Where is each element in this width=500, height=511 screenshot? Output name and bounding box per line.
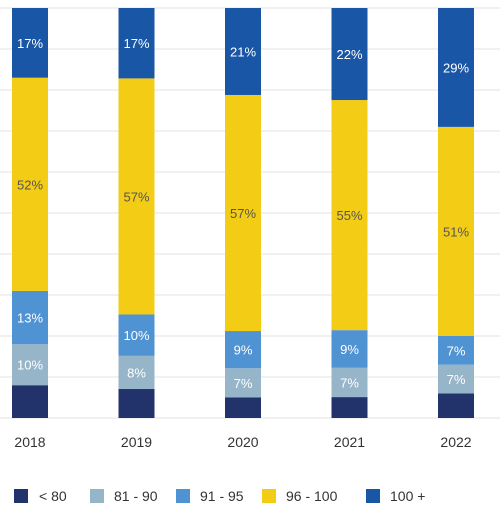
bar-segment-2019-4 (118, 78, 155, 315)
bar-segment-2019-2 (118, 355, 155, 390)
data-label: 7% (447, 343, 466, 358)
segment-labels: 10% 13% 52% 17% 8% 10% 57% 17% 7% 9% 57% 21% 7% 9% 55%… (17, 36, 469, 391)
bar-segment-2018-4 (12, 77, 48, 291)
bar-segment-2021-3 (331, 330, 368, 368)
legend-label: < 80 (39, 488, 67, 504)
data-label: 8% (127, 365, 146, 380)
bar-segment-2018-2 (12, 344, 48, 386)
data-label: 21% (230, 44, 256, 59)
legend-swatch (262, 489, 276, 503)
bar-segment-2018-1 (12, 385, 48, 418)
bar-segment-2022-5 (438, 8, 474, 127)
data-label: 7% (234, 376, 253, 391)
legend-label: 81 - 90 (114, 488, 158, 504)
data-label: 51% (443, 224, 469, 239)
legend-label: 100 + (390, 488, 425, 504)
data-label: 29% (443, 60, 469, 75)
legend-item: 81 - 90 (90, 488, 158, 504)
data-label: 10% (17, 358, 43, 373)
data-label: 17% (17, 36, 43, 51)
bar-segment-2022-2 (438, 364, 474, 394)
legend-label: 91 - 95 (200, 488, 244, 504)
bar-segment-2021-2 (331, 367, 368, 398)
x-tick-label: 2018 (14, 434, 45, 450)
bar-segment-2021-4 (331, 100, 368, 331)
data-label: 52% (17, 177, 43, 192)
legend-item: 96 - 100 (262, 488, 338, 504)
legend-item: 91 - 95 (176, 488, 244, 504)
bars (12, 8, 474, 418)
bar-segment-2018-3 (12, 290, 48, 345)
legend-swatch (176, 489, 190, 503)
bar-segment-2019-1 (118, 389, 155, 418)
x-tick-label: 2019 (121, 434, 152, 450)
legend-swatch (366, 489, 380, 503)
legend-item: 100 + (366, 488, 425, 504)
data-label: 22% (336, 47, 362, 62)
legend-label: 96 - 100 (286, 488, 338, 504)
bar-segment-2020-3 (225, 331, 261, 369)
data-label: 13% (17, 311, 43, 326)
bar-segment-2019-3 (118, 314, 155, 356)
x-tick-label: 2021 (334, 434, 365, 450)
data-label: 55% (336, 208, 362, 223)
data-label: 7% (340, 375, 359, 390)
data-label: 57% (230, 206, 256, 221)
legend-swatch (90, 489, 104, 503)
bar-segment-2020-4 (225, 94, 261, 332)
legend-swatch (14, 489, 28, 503)
x-tick-label: 2022 (440, 434, 471, 450)
data-label: 57% (123, 189, 149, 204)
data-label: 9% (234, 343, 253, 358)
legend-item: < 80 (14, 488, 67, 504)
data-label: 9% (340, 342, 359, 357)
bar-segment-2022-1 (438, 393, 474, 418)
bar-segment-2022-3 (438, 336, 474, 365)
bar-segment-2018-5 (12, 8, 48, 78)
bar-segment-2021-1 (331, 397, 368, 418)
data-label: 10% (123, 328, 149, 343)
bar-segment-2021-5 (331, 8, 368, 101)
legend: < 80 81 - 90 91 - 95 96 - 100 100 + (14, 488, 425, 504)
data-label: 7% (447, 372, 466, 387)
bar-segment-2020-1 (225, 397, 261, 418)
data-label: 17% (123, 36, 149, 51)
bar-segment-2020-5 (225, 8, 261, 95)
x-tick-labels: 2018 2019 2020 2021 2022 (14, 434, 471, 450)
x-tick-label: 2020 (227, 434, 258, 450)
bar-segment-2020-2 (225, 368, 261, 398)
bar-segment-2019-5 (118, 8, 155, 79)
bar-segment-2022-4 (438, 126, 474, 337)
